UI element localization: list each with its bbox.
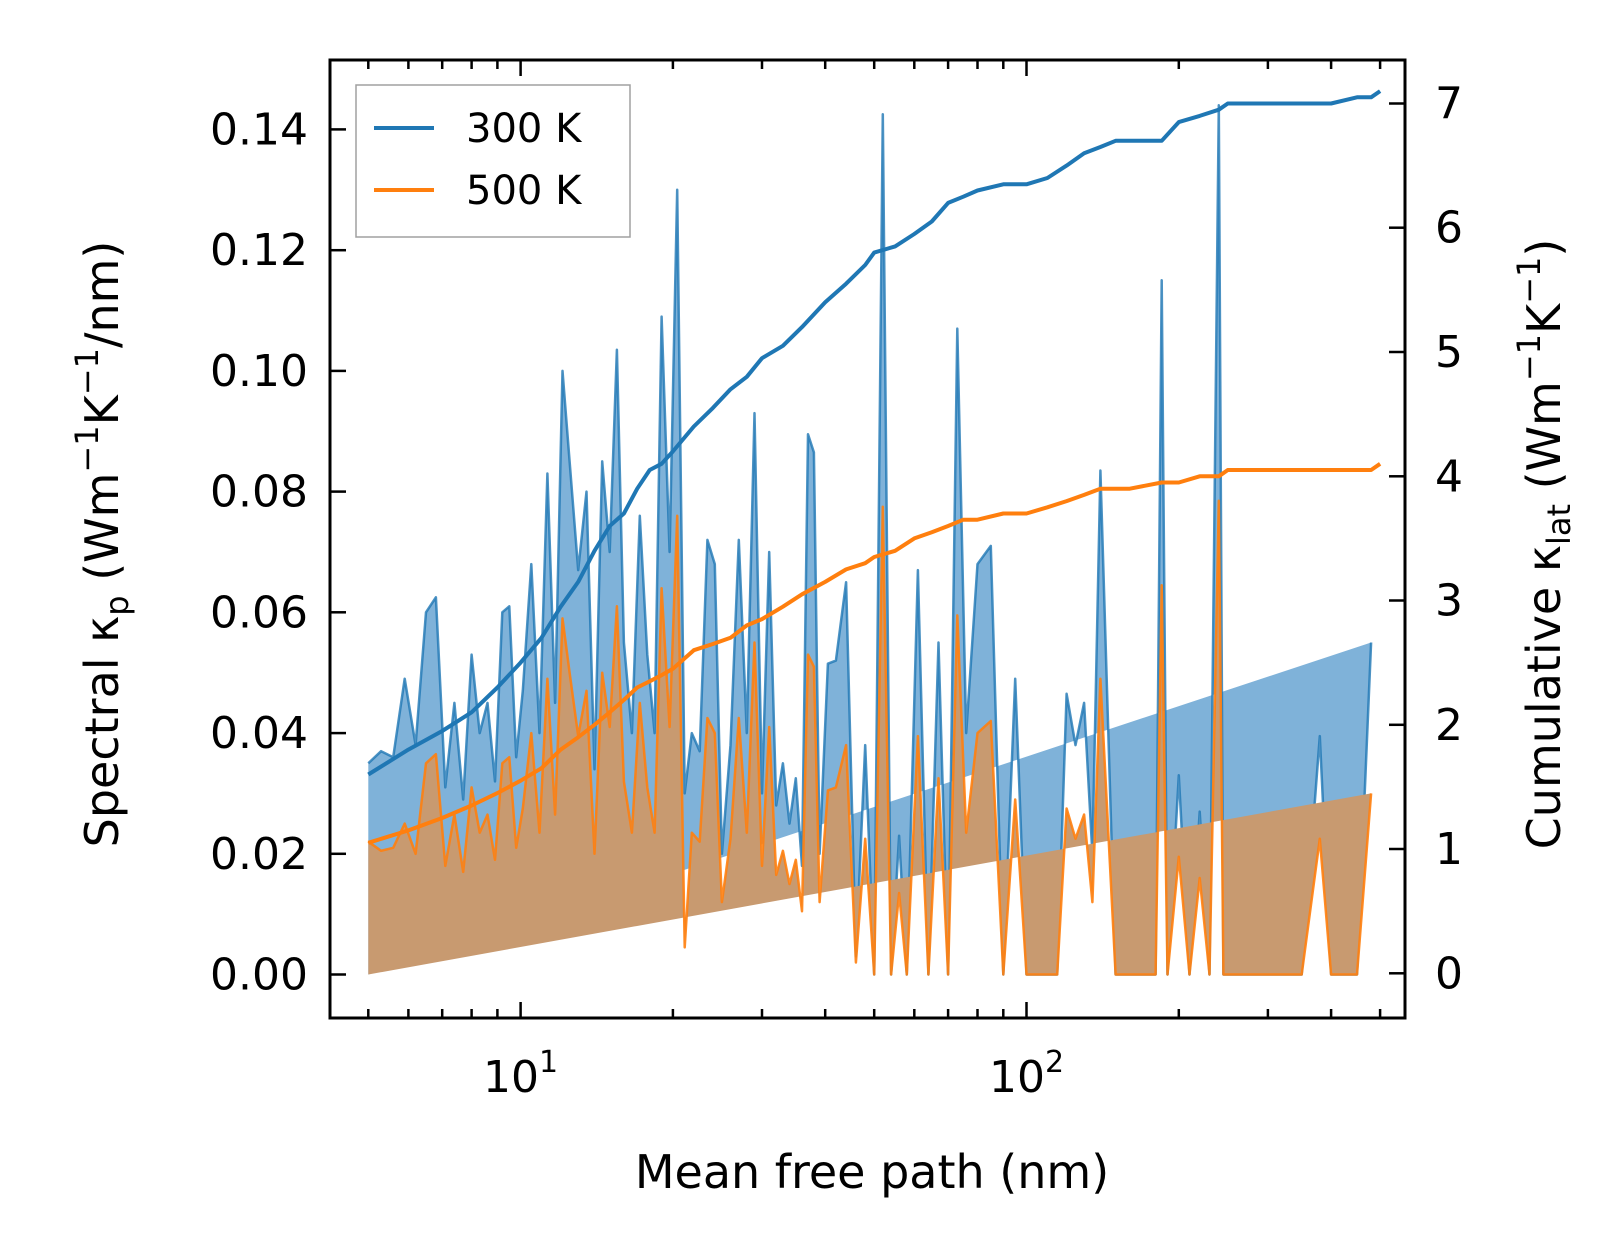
legend-label-300k: 300 K	[466, 106, 583, 152]
legend: 300 K 500 K	[355, 84, 631, 238]
y-right-tick-label: 6	[1435, 203, 1463, 254]
y-right-tick-label: 4	[1435, 451, 1463, 502]
x-tick-label: 102	[989, 1045, 1064, 1103]
y-left-tick-label: 0.08	[210, 467, 308, 518]
plot-area	[367, 89, 1382, 976]
cumulative-line-300k	[367, 89, 1382, 777]
y-axis-right-title: Cumulative κlat (Wm−1K−1)	[1510, 239, 1578, 850]
y-right-tick-label: 7	[1435, 79, 1463, 130]
y-right-tick-label: 3	[1435, 576, 1463, 627]
y-right-tick-label: 1	[1435, 824, 1463, 875]
y-left-tick-label: 0.00	[210, 950, 308, 1001]
spectral-area-500k	[368, 500, 1372, 975]
y-right-tick-label: 0	[1435, 948, 1463, 999]
y-right-tick-label: 2	[1435, 700, 1463, 751]
cumulative-line-500k	[367, 462, 1382, 845]
legend-label-500k: 500 K	[466, 168, 583, 214]
y-left-tick-label: 0.10	[210, 346, 308, 397]
y-left-tick-label: 0.06	[210, 587, 308, 638]
spectral-line-500k	[367, 499, 1373, 976]
y-left-tick-label: 0.02	[210, 829, 308, 880]
y-left-tick-label: 0.12	[210, 225, 308, 276]
x-tick-label: 101	[483, 1045, 558, 1103]
legend-frame	[355, 84, 631, 238]
y-axis-left-title: Spectral κp (Wm−1K−1/nm)	[68, 241, 136, 848]
x-axis-title: Mean free path (nm)	[635, 1145, 1109, 1199]
axes-frame	[328, 58, 1407, 1020]
y-left-tick-label: 0.04	[210, 708, 308, 759]
y-right-tick-label: 5	[1435, 327, 1463, 378]
y-left-tick-label: 0.14	[210, 104, 308, 155]
axes: 101 102 0.00 0.02 0.04 0.06 0.08 0.10 0.12 0.14 0 1…	[210, 58, 1463, 1103]
